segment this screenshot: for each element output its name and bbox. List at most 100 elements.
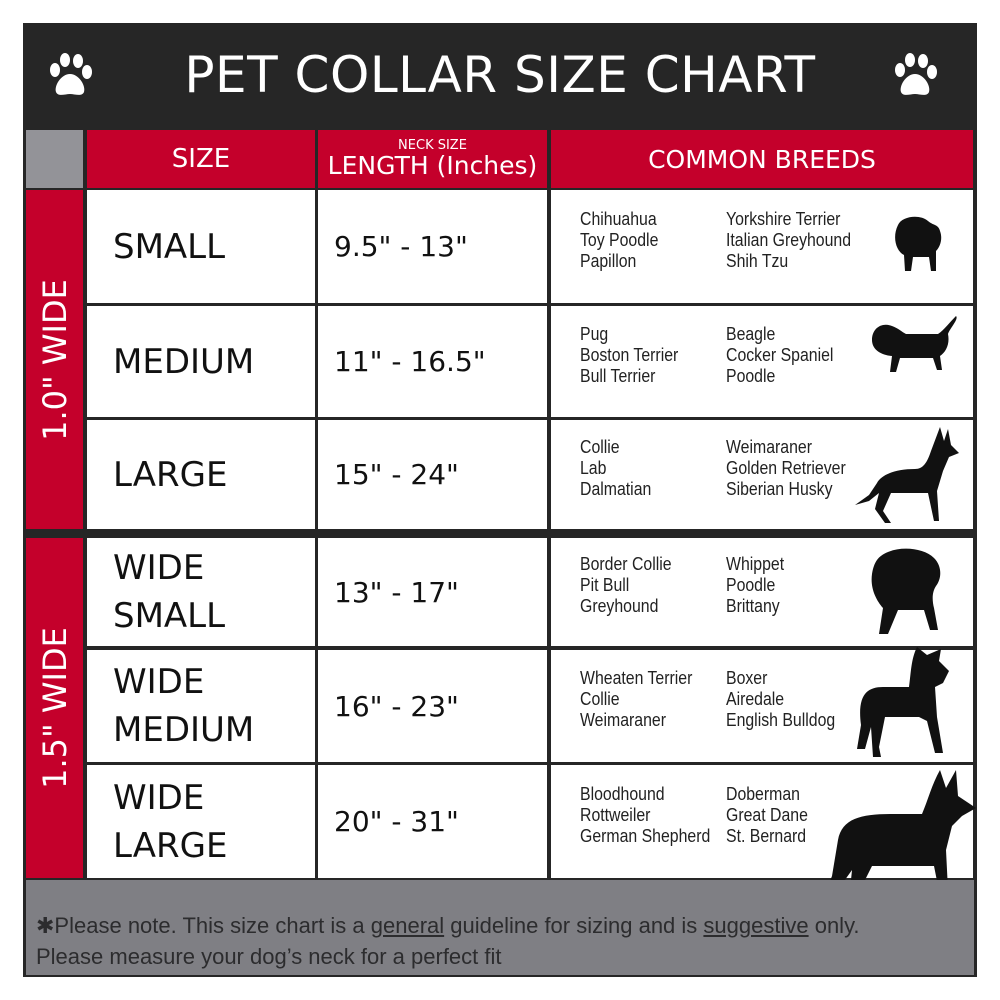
size-cell: SMALL <box>87 190 315 303</box>
breeds-list-b: Whippet Poodle Brittany <box>726 554 784 617</box>
breed-name: Siberian Husky <box>726 478 833 499</box>
length-cell: 9.5" - 13" <box>318 190 547 303</box>
breed-name: Poodle <box>726 365 776 386</box>
group-band-1-5-wide: 1.5" WIDE <box>26 538 83 878</box>
header-length: NECK SIZE LENGTH (Inches) <box>318 130 547 188</box>
size-text: SMALL <box>113 226 226 267</box>
breed-name: Shih Tzu <box>726 250 789 271</box>
breeds-list-b: Weimaraner Golden Retriever Siberian Husky <box>726 437 846 500</box>
length-value: 9.5" - 13" <box>334 230 468 263</box>
length-cell: 15" - 24" <box>318 420 547 529</box>
size-text: LARGE <box>113 825 228 866</box>
size-label: WIDE LARGE <box>113 774 227 870</box>
size-cell: MEDIUM <box>87 306 315 417</box>
breeds-list-a: Pug Boston Terrier Bull Terrier <box>580 324 678 387</box>
shepherd-silhouette-icon <box>855 427 959 523</box>
breed-name: Papillon <box>580 250 637 271</box>
page-title: PET COLLAR SIZE CHART <box>184 46 816 104</box>
breed-name: Doberman <box>726 783 800 804</box>
size-cell: WIDE SMALL <box>87 538 315 646</box>
breed-name: Yorkshire Terrier <box>726 208 841 229</box>
footer-text: guideline for sizing and is <box>444 913 704 938</box>
breed-name: Greyhound <box>580 596 659 616</box>
header-size: SIZE <box>87 130 315 188</box>
breeds-list-a: Bloodhound Rottweiler German Shepherd <box>580 784 710 847</box>
length-cell: 20" - 31" <box>318 765 547 878</box>
size-text: WIDE <box>113 777 205 818</box>
length-value: 13" - 17" <box>334 575 459 609</box>
breed-name: Collie <box>580 689 620 709</box>
length-value: 11" - 16.5" <box>334 345 486 378</box>
breed-name: Dalmatian <box>580 478 652 499</box>
length-value: 15" - 24" <box>334 458 459 491</box>
breed-name: Beagle <box>726 323 776 344</box>
breed-name: Weimaraner <box>726 436 812 457</box>
breed-name: Lab <box>580 457 607 478</box>
breed-name: Airedale <box>726 689 785 709</box>
size-cell: LARGE <box>87 420 315 529</box>
breeds-list-a: Chihuahua Toy Poodle Papillon <box>580 209 658 272</box>
size-text: SMALL <box>113 596 226 636</box>
breed-name: Toy Poodle <box>580 229 659 250</box>
breed-name: Italian Greyhound <box>726 229 852 250</box>
footer-text: only. <box>808 913 860 938</box>
footer-note: ✱Please note. This size chart is a gener… <box>26 880 974 975</box>
breed-name: St. Bernard <box>726 825 807 846</box>
breeds-cell: Pug Boston Terrier Bull Terrier Beagle Cock… <box>551 306 973 417</box>
footer-underlined: general <box>370 913 445 938</box>
breed-name: Pug <box>580 323 609 344</box>
size-text: LARGE <box>113 454 228 495</box>
size-text: MEDIUM <box>113 710 255 750</box>
paw-icon <box>895 53 937 95</box>
header-neck-size-label: NECK SIZE <box>398 137 467 153</box>
breeds-list-a: Collie Lab Dalmatian <box>580 437 651 500</box>
size-cell: WIDE MEDIUM <box>87 650 315 762</box>
header-length-label: LENGTH (Inches) <box>327 150 538 180</box>
pitbull-silhouette-icon <box>857 647 949 757</box>
length-value: 16" - 23" <box>334 689 459 723</box>
length-cell: 13" - 17" <box>318 538 547 646</box>
breed-name: Border Collie <box>580 554 672 574</box>
breed-name: Great Dane <box>726 804 808 825</box>
breeds-list-b: Doberman Great Dane St. Bernard <box>726 784 808 847</box>
breed-name: Rottweiler <box>580 804 651 825</box>
bulldog-silhouette-icon <box>871 548 941 634</box>
size-text: MEDIUM <box>113 341 255 382</box>
breed-name: German Shepherd <box>580 825 711 846</box>
breeds-list-b: Boxer Airedale English Bulldog <box>726 668 835 731</box>
header-breeds: COMMON BREEDS <box>551 130 973 188</box>
breed-name: Bloodhound <box>580 783 665 804</box>
breeds-list-a: Wheaten Terrier Collie Weimaraner <box>580 668 692 731</box>
breeds-list-b: Beagle Cocker Spaniel Poodle <box>726 324 833 387</box>
paw-icon <box>50 53 92 95</box>
breed-name: Poodle <box>726 575 776 595</box>
corner-cell <box>26 130 83 188</box>
footer-underlined: suggestive <box>703 913 809 938</box>
breeds-list-b: Yorkshire Terrier Italian Greyhound Shih T… <box>726 209 851 272</box>
breed-name: Collie <box>580 436 620 457</box>
group-band-1-0-wide: 1.0" WIDE <box>26 190 83 529</box>
size-label: LARGE <box>113 451 227 499</box>
header-breeds-label: COMMON BREEDS <box>648 144 876 174</box>
size-label: SMALL <box>113 223 225 271</box>
breed-name: Boston Terrier <box>580 344 679 365</box>
breeds-list-a: Border Collie Pit Bull Greyhound <box>580 554 672 617</box>
dachshund-silhouette-icon <box>872 316 957 372</box>
length-cell: 11" - 16.5" <box>318 306 547 417</box>
size-label: WIDE MEDIUM <box>113 658 254 754</box>
length-cell: 16" - 23" <box>318 650 547 762</box>
header-size-label: SIZE <box>171 144 231 174</box>
breed-name: Brittany <box>726 596 780 616</box>
footer-line-1: ✱Please note. This size chart is a gener… <box>36 910 974 941</box>
breed-name: Whippet <box>726 554 785 574</box>
breed-name: Pit Bull <box>580 575 630 595</box>
breed-name: Wheaten Terrier <box>580 668 693 688</box>
small-dog-silhouette-icon <box>895 216 942 271</box>
footer-line-2: Please measure your dog’s neck for a per… <box>36 944 502 969</box>
breed-name: English Bulldog <box>726 710 836 730</box>
breed-name: Golden Retriever <box>726 457 846 478</box>
breed-name: Chihuahua <box>580 208 657 229</box>
size-label: WIDE SMALL <box>113 544 225 640</box>
size-cell: WIDE LARGE <box>87 765 315 878</box>
footer-text: ✱Please note. This size chart is a <box>36 913 371 938</box>
